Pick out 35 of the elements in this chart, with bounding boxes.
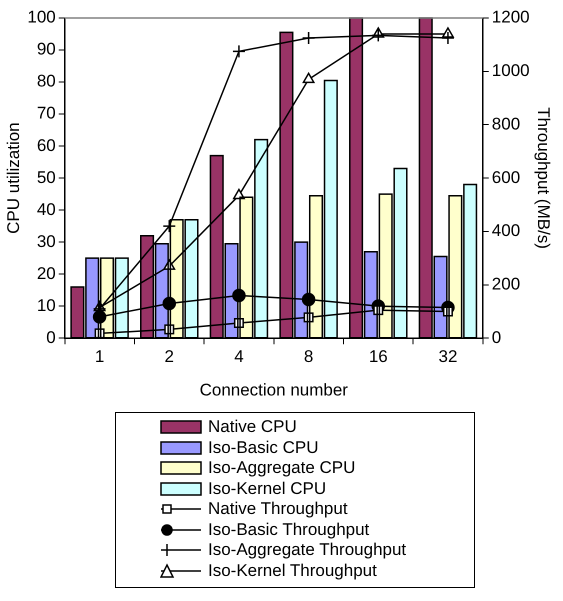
y2-axis-title: Throughput (MB/s) — [534, 107, 554, 249]
x-tick-label: 2 — [164, 347, 174, 366]
y2-tick-label: 400 — [492, 221, 520, 240]
y-tick-label: 40 — [36, 200, 56, 219]
x-tick-label: 4 — [234, 347, 244, 366]
y-tick-label: 100 — [27, 8, 56, 27]
legend-label: Iso-Aggregate Throughput — [208, 540, 406, 560]
y-tick-label: 50 — [36, 168, 56, 187]
y2-tick-label: 1000 — [492, 61, 530, 80]
legend-label: Native Throughput — [208, 499, 348, 520]
y2-tick-label: 1200 — [492, 8, 530, 27]
y2-tick-label: 200 — [492, 274, 520, 294]
legend-label: Iso-Basic Throughput — [208, 520, 370, 540]
legend-label: Native CPU — [208, 417, 297, 438]
y-tick-label: 80 — [36, 72, 56, 91]
y-tick-label: 10 — [36, 296, 56, 315]
y-tick-label: 30 — [36, 232, 56, 251]
y2-tick-label: 600 — [492, 168, 520, 187]
x-tick-label: 32 — [438, 347, 458, 366]
y-tick-label: 20 — [36, 264, 56, 283]
y-tick-label: 60 — [36, 136, 56, 155]
y-tick-label: 90 — [36, 40, 56, 59]
y2-tick-label: 800 — [492, 114, 520, 134]
legend-label: Iso-Kernel Throughput — [208, 560, 377, 581]
x-tick-label: 16 — [368, 347, 388, 366]
x-axis-title: Connection number — [200, 380, 348, 400]
y-tick-label: 70 — [36, 104, 56, 123]
y-tick-label: 0 — [46, 328, 56, 347]
y-axis-title: CPU utilization — [4, 122, 23, 234]
x-tick-label: 1 — [94, 347, 104, 366]
legend-label: Iso-Basic CPU — [208, 438, 319, 458]
legend-label: Iso-Aggregate CPU — [208, 458, 356, 478]
x-tick-label: 8 — [304, 347, 314, 366]
legend-label: Iso-Kernel CPU — [208, 478, 326, 499]
y2-tick-label: 0 — [492, 328, 502, 347]
